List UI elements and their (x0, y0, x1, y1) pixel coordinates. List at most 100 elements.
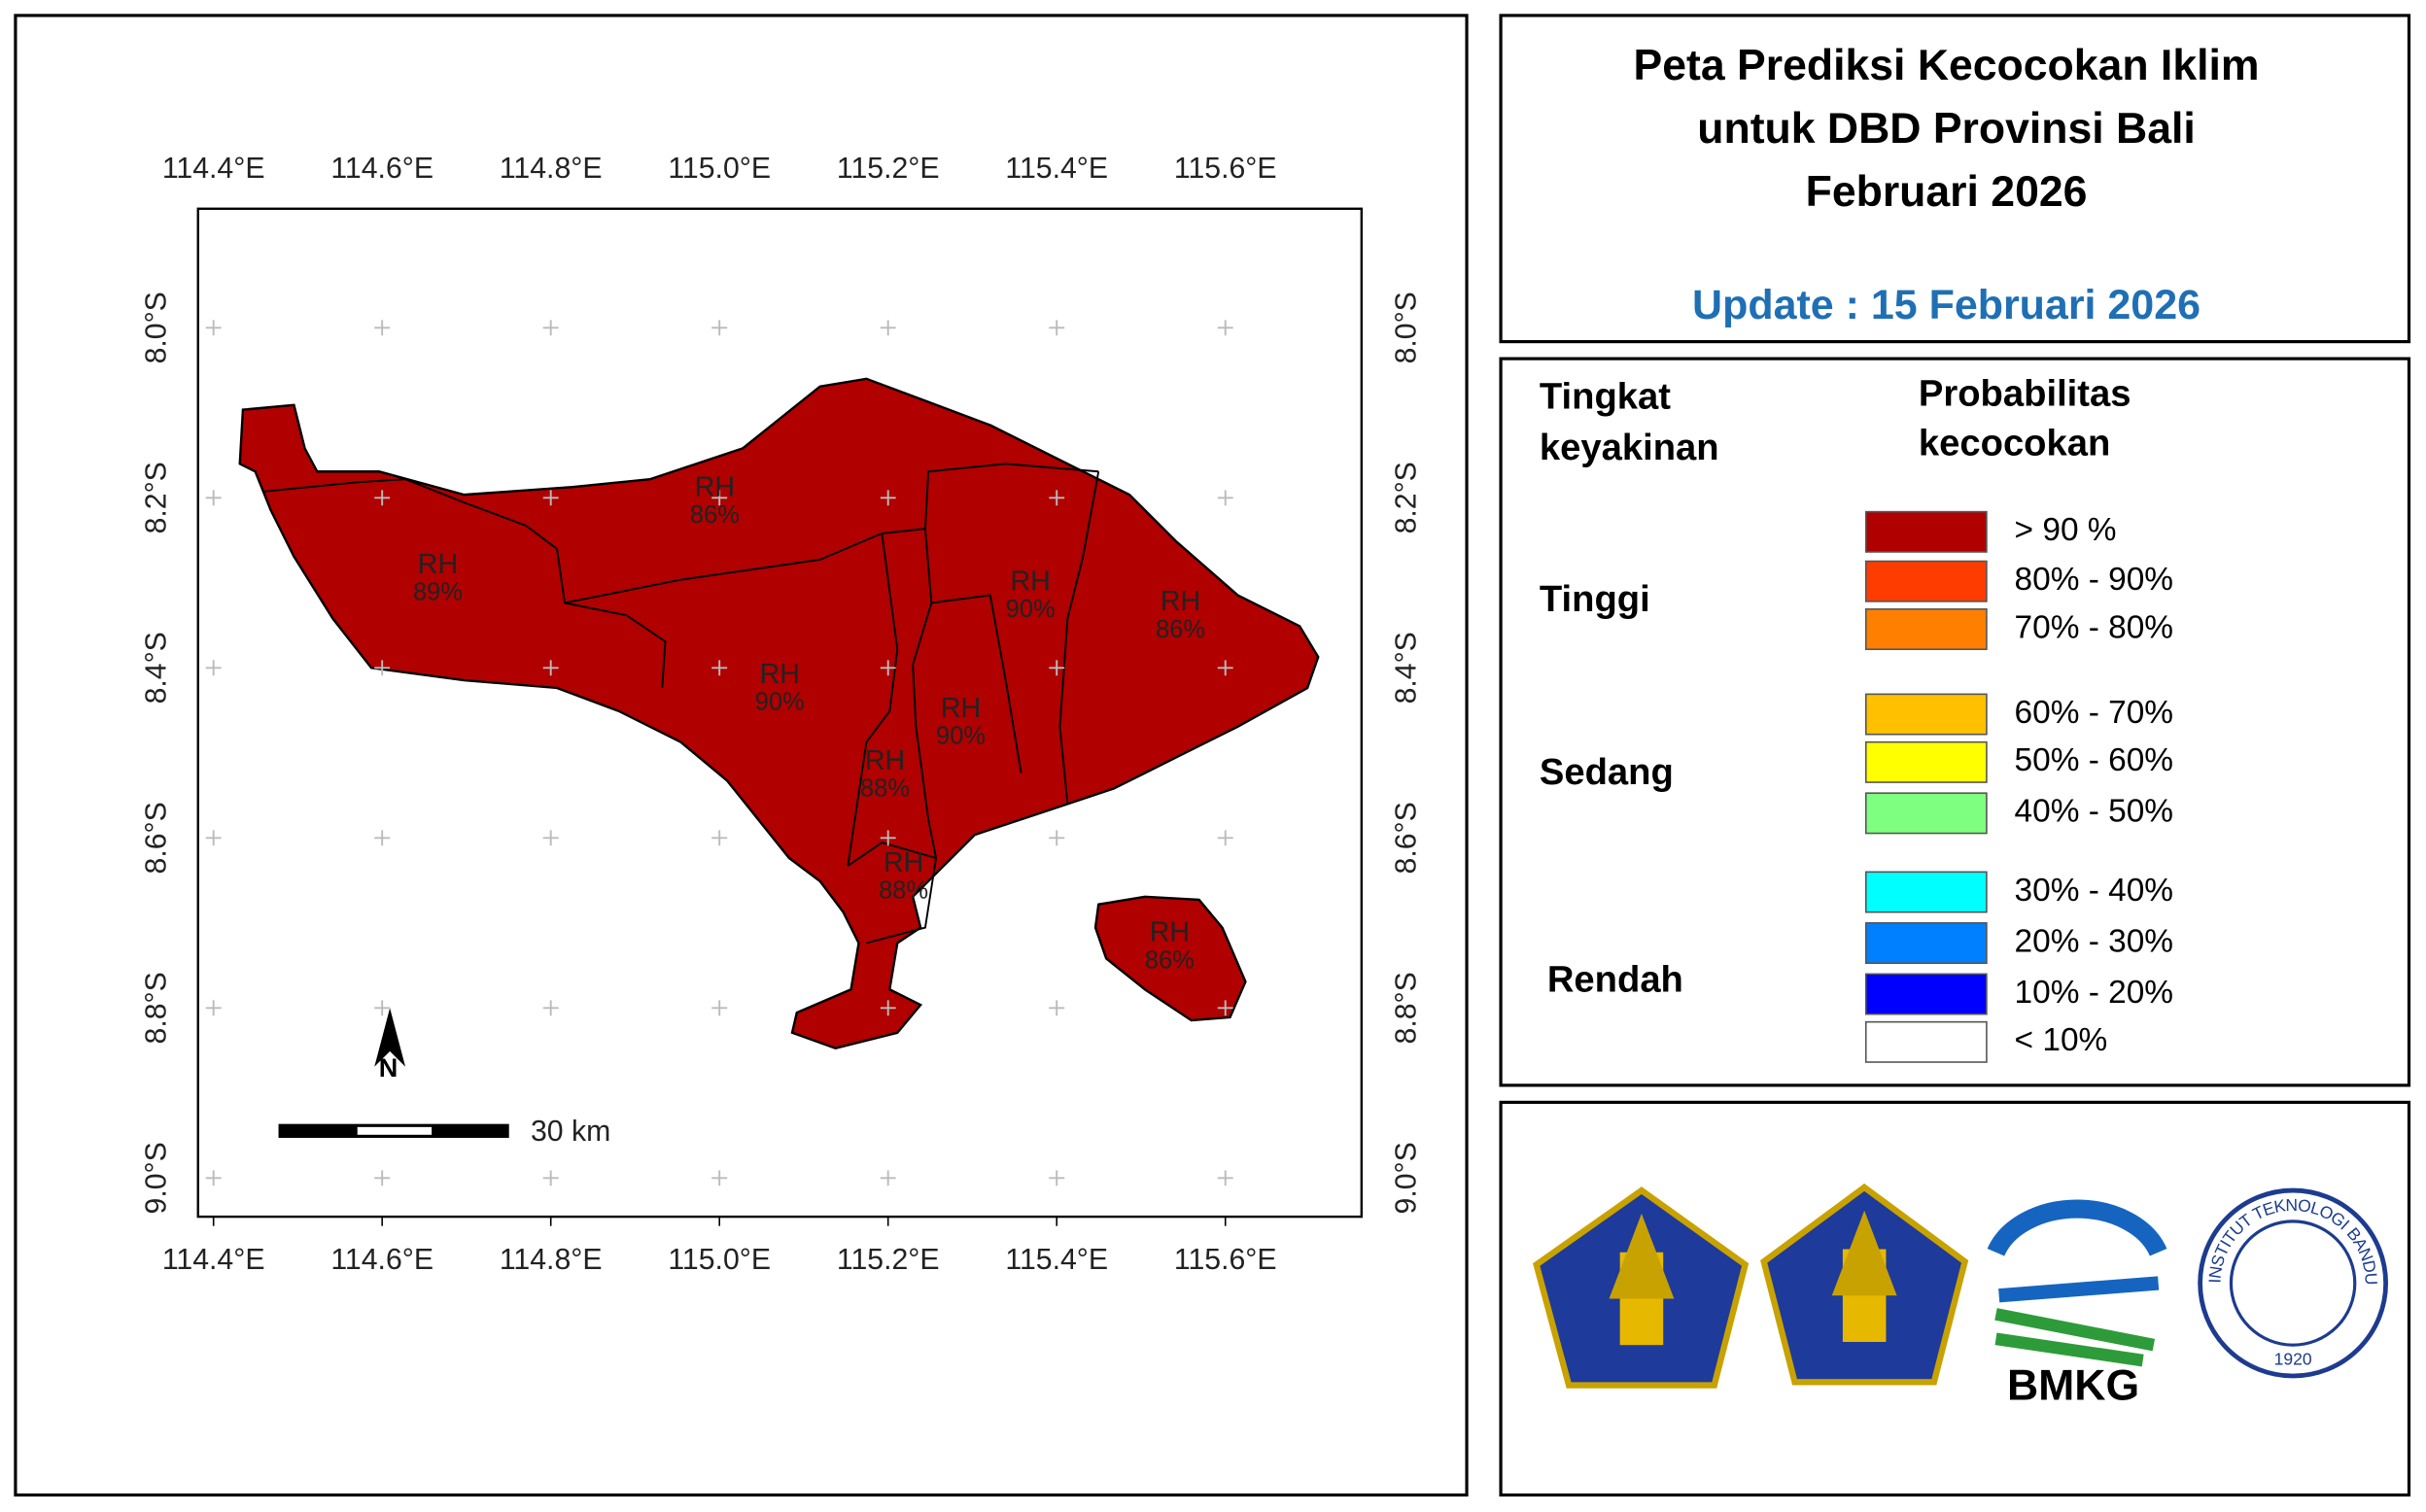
region-label: RH (760, 659, 800, 690)
legend-label: 20% - 30% (2015, 923, 2173, 959)
grid-cross (880, 1170, 896, 1186)
nusa-penida (1093, 895, 1247, 1022)
grid-cross (542, 830, 559, 846)
grid-cross (1049, 1000, 1065, 1016)
grid-cross (1049, 830, 1065, 846)
grid-cross (1217, 660, 1233, 676)
region-value: 86% (690, 501, 740, 529)
grid-cross (205, 490, 222, 506)
x-label-bottom: 115.6°E (1174, 1244, 1277, 1276)
grid-cross (711, 1170, 728, 1186)
level-label: Rendah (1547, 958, 1683, 1000)
y-label-left: 8.6°S (140, 802, 172, 874)
itb-year: 1920 (2274, 1350, 2312, 1369)
bali-island (238, 377, 1320, 1049)
region-value: 90% (1006, 596, 1056, 623)
x-label-bottom: 114.6°E (330, 1244, 433, 1276)
confidence-header: keyakinan (1540, 427, 1719, 468)
y-label-right: 8.4°S (1391, 632, 1423, 704)
grid-cross (880, 320, 896, 336)
legend-swatch (1864, 973, 1988, 1015)
grid-cross (1217, 830, 1233, 846)
x-label-bottom: 115.0°E (668, 1244, 771, 1276)
region-boundary (847, 533, 899, 867)
title-line: untuk DBD Provinsi Bali (1697, 105, 2195, 153)
region-value: 88% (879, 877, 928, 905)
grid-cross (1217, 1000, 1233, 1016)
grid-cross (542, 660, 559, 676)
bmkg-text: BMKG (2007, 1361, 2139, 1409)
region-boundary (1058, 471, 1100, 805)
legend-swatch (1864, 510, 1988, 553)
grid-cross (1049, 660, 1065, 676)
legend-label: 40% - 50% (2015, 794, 2173, 830)
x-label-top: 114.8°E (500, 153, 603, 185)
grid-cross (880, 830, 896, 846)
grid-cross (1217, 320, 1233, 336)
y-label-left: 8.4°S (140, 632, 172, 704)
legend-label: 10% - 20% (2015, 975, 2173, 1011)
region-label: RH (1161, 586, 1200, 617)
title-line: Februari 2026 (1806, 168, 2088, 216)
grid-cross (880, 1000, 896, 1016)
legend-swatch (1864, 1020, 1988, 1063)
logo-bmkg: BMKG (1987, 1199, 2167, 1409)
logo-bali-2 (1760, 1183, 1969, 1386)
region-boundary (262, 478, 667, 689)
x-label-top: 114.6°E (330, 153, 433, 185)
title-panel (1499, 14, 2411, 344)
grid-cross (1217, 490, 1233, 506)
region-boundary (564, 463, 1099, 604)
region-label: RH (865, 745, 905, 776)
grid-cross (374, 1170, 391, 1186)
region-label: RH (695, 471, 735, 502)
grid-cross (205, 660, 222, 676)
y-label-left: 8.2°S (140, 462, 172, 533)
grid-cross (542, 320, 559, 336)
logo-bali-1 (1533, 1186, 1750, 1389)
region-boundary (931, 594, 1022, 773)
legend-label: 50% - 60% (2015, 742, 2173, 778)
x-label-top: 115.0°E (668, 153, 771, 185)
y-label-left: 9.0°S (140, 1142, 172, 1214)
grid-cross (205, 1000, 222, 1016)
grid-cross (1217, 1170, 1233, 1186)
grid-cross (374, 490, 391, 506)
region-label: RH (1010, 566, 1050, 597)
y-label-left: 8.0°S (140, 292, 172, 363)
grid-cross (880, 660, 896, 676)
grid-cross (542, 1000, 559, 1016)
level-label: Sedang (1540, 751, 1674, 793)
grid-cross (542, 490, 559, 506)
scale-bar-segment (357, 1126, 433, 1135)
legend-swatch (1864, 792, 1988, 835)
grid-cross (205, 320, 222, 336)
grid-cross (205, 1170, 222, 1186)
x-label-top: 115.2°E (837, 153, 940, 185)
y-label-right: 8.2°S (1391, 462, 1423, 533)
region-value: 89% (413, 579, 463, 606)
grid-cross (711, 320, 728, 336)
grid-cross (711, 1000, 728, 1016)
grid-cross (711, 830, 728, 846)
y-label-right: 8.8°S (1391, 972, 1423, 1044)
grid-cross (1049, 320, 1065, 336)
legend-swatch (1864, 871, 1988, 913)
legend-label: 80% - 90% (2015, 562, 2173, 598)
region-boundary (912, 529, 937, 859)
north-label: N (379, 1053, 399, 1082)
region-value: 90% (755, 689, 805, 716)
x-label-bottom: 114.8°E (500, 1244, 603, 1276)
north-arrow (374, 1008, 406, 1067)
x-label-top: 115.6°E (1174, 153, 1277, 185)
x-label-bottom: 114.4°E (162, 1244, 265, 1276)
map: 114.4°E 114.4°E 114.6°E 114.6°E 114.8°E 114.8… (140, 153, 1422, 1276)
title-line: Peta Prediksi Kecocokan Iklim (1634, 42, 2260, 89)
region-label: RH (1150, 917, 1190, 948)
grid-cross (1049, 1170, 1065, 1186)
scale-label: 30 km (531, 1116, 610, 1148)
region-value: 86% (1145, 946, 1195, 974)
region-label: RH (941, 693, 981, 724)
y-label-left: 8.8°S (140, 972, 172, 1044)
x-label-top: 114.4°E (162, 153, 265, 185)
